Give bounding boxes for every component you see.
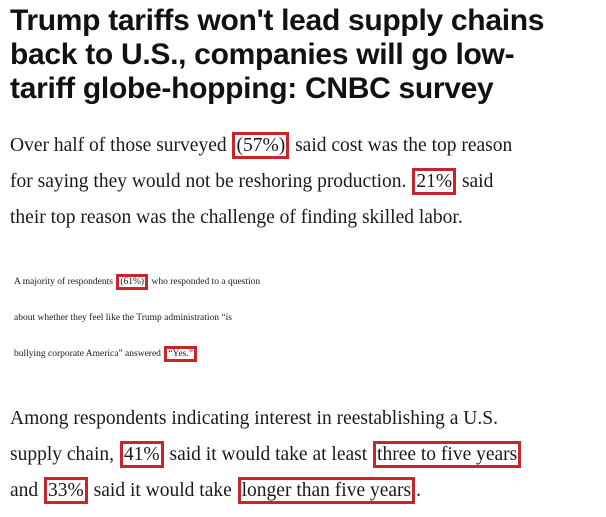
paragraph-line: for saying they would not be reshoring p…: [10, 164, 602, 200]
highlight-box-57-percent: (57%): [232, 132, 290, 159]
text-segment: for saying they would not be reshoring p…: [10, 171, 407, 192]
highlight-box-three-to-five-years: three to five years: [373, 441, 522, 468]
paragraph-bullying-question: A majority of respondents (61%) who resp…: [14, 264, 606, 372]
text-segment: bullying corporate America” answered: [14, 349, 161, 359]
highlight-box-longer-than-five-years: longer than five years: [237, 477, 416, 504]
paragraph-line: Among respondents indicating interest in…: [10, 408, 498, 429]
paragraph-cost-reason: Over half of those surveyed (57%) said c…: [10, 128, 602, 236]
highlight-box-41-percent: 41%: [119, 441, 164, 468]
paragraph-line: and 33% said it would take longer than f…: [10, 473, 602, 509]
paragraph-line: A majority of respondents (61%) who resp…: [14, 264, 606, 300]
text-segment: said: [461, 171, 494, 192]
paragraph-reshoring-timeline: Among respondents indicating interest in…: [10, 401, 602, 509]
highlight-box-61-percent: (61%): [116, 274, 149, 290]
text-segment: Over half of those surveyed: [10, 135, 227, 156]
paragraph-line: their top reason was the challenge of fi…: [10, 207, 463, 228]
paragraph-line: Over half of those surveyed (57%) said c…: [10, 128, 602, 164]
paragraph-line: about whether they feel like the Trump a…: [14, 313, 232, 323]
paragraph-line: bullying corporate America” answered “Ye…: [14, 336, 606, 372]
text-segment: said cost was the top reason: [295, 135, 513, 156]
headline-line-3: tariff globe-hopping: CNBC survey: [10, 72, 494, 105]
paragraph-line: supply chain, 41% said it would take at …: [10, 437, 602, 473]
highlight-box-33-percent: 33%: [44, 477, 88, 504]
text-segment: and: [10, 480, 39, 501]
text-segment: said it would take: [93, 480, 232, 501]
text-segment: who responded to a question: [151, 277, 261, 287]
article-headline: Trump tariffs won't lead supply chains b…: [10, 4, 600, 106]
headline-line-2: back to U.S., companies will go low-: [10, 38, 515, 71]
headline-line-1: Trump tariffs won't lead supply chains: [10, 4, 545, 37]
text-segment: supply chain,: [10, 444, 114, 465]
text-segment: A majority of respondents: [14, 277, 113, 287]
highlight-box-yes: “Yes.”: [164, 346, 197, 362]
highlight-box-21-percent: 21%: [412, 168, 457, 195]
text-segment: .: [416, 480, 421, 501]
text-segment: said it would take at least: [169, 444, 368, 465]
